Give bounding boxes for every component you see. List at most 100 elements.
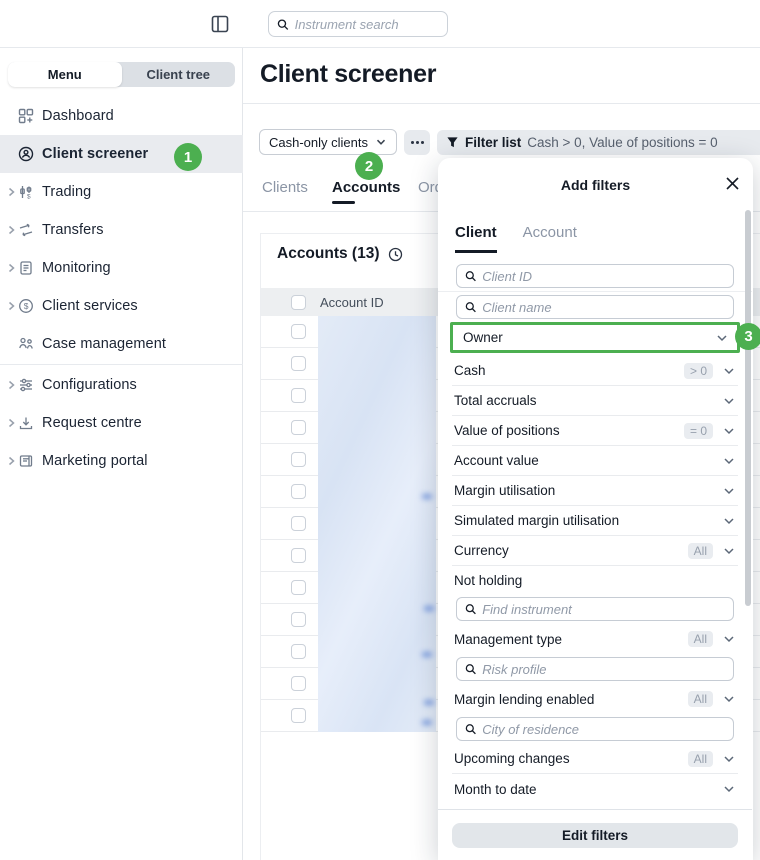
client-tree-tab[interactable]: Client tree — [146, 67, 211, 82]
close-button[interactable] — [725, 176, 740, 191]
client-services-icon: $ — [18, 298, 34, 314]
sidebar-item-label: Dashboard — [42, 108, 114, 124]
filter-value-badge: > 0 — [683, 362, 713, 379]
client-list-dropdown[interactable]: Cash-only clients — [259, 129, 397, 155]
sidebar-item-label: Marketing portal — [42, 453, 148, 469]
row-checkbox[interactable] — [291, 676, 306, 691]
client-name-filter[interactable] — [456, 295, 734, 319]
select-all-checkbox[interactable] — [291, 294, 306, 310]
row-checkbox[interactable] — [291, 580, 306, 595]
divider — [243, 103, 760, 104]
client-id-input[interactable] — [482, 268, 725, 284]
client-name-input[interactable] — [482, 299, 725, 315]
instrument-search-input[interactable] — [294, 16, 439, 32]
marketing-portal-icon — [18, 453, 34, 469]
find-instrument-input[interactable] — [482, 601, 725, 617]
filter-row-upcoming-changes[interactable]: Upcoming changes All — [452, 744, 738, 774]
sidebar-item-marketing-portal[interactable]: Marketing portal — [0, 442, 243, 480]
filter-row-account-value[interactable]: Account value — [452, 446, 738, 476]
menu-tab[interactable]: Menu — [8, 62, 122, 87]
search-icon — [465, 664, 476, 675]
filter-row-total-accruals[interactable]: Total accruals — [452, 386, 738, 416]
row-checkbox[interactable] — [291, 388, 306, 403]
divider — [438, 291, 752, 292]
sidebar-item-label: Configurations — [42, 377, 137, 393]
row-checkbox[interactable] — [291, 548, 306, 563]
chevron-down-icon — [722, 364, 736, 378]
search-icon — [465, 724, 476, 735]
filter-row-month-to-date[interactable]: Month to date — [452, 774, 738, 804]
filter-list-bar[interactable]: Filter list Cash > 0, Value of positions… — [437, 130, 760, 155]
sidebar-item-label: Transfers — [42, 222, 104, 238]
row-checkbox[interactable] — [291, 324, 306, 339]
svg-text:$: $ — [27, 194, 31, 201]
sidebar-item-transfers[interactable]: Transfers — [0, 211, 243, 249]
panel-tab-client[interactable]: Client — [455, 224, 497, 253]
sidebar-toggle-button[interactable] — [211, 15, 229, 33]
filter-row-value-of-positions[interactable]: Value of positions = 0 — [452, 416, 738, 446]
sidebar-item-label: Request centre — [42, 415, 142, 431]
row-checkbox[interactable] — [291, 356, 306, 371]
configurations-icon — [18, 377, 34, 393]
city-of-residence-filter[interactable] — [456, 717, 734, 741]
sidebar-item-dashboard[interactable]: Dashboard — [0, 97, 243, 135]
sidebar-item-request-centre[interactable]: Request centre — [0, 404, 243, 442]
row-checkbox[interactable] — [291, 708, 306, 723]
filter-row-simulated-margin-utilisation[interactable]: Simulated margin utilisation — [452, 506, 738, 536]
panel-body: Owner Cash > 0 Total accruals Value of p… — [438, 261, 752, 848]
filter-value-badge: All — [687, 631, 713, 647]
chevron-down-icon — [715, 331, 729, 345]
row-checkbox[interactable] — [291, 612, 306, 627]
row-checkbox[interactable] — [291, 484, 306, 499]
panel-tabs: Client Account — [455, 224, 577, 253]
filter-row-cash[interactable]: Cash > 0 — [452, 356, 738, 386]
tab-clients[interactable]: Clients — [262, 179, 308, 196]
chevron-down-icon — [722, 454, 736, 468]
sidebar-item-client-screener[interactable]: Client screener — [0, 135, 243, 173]
chevron-down-icon — [722, 484, 736, 498]
panel-scrollbar[interactable] — [745, 210, 751, 606]
row-checkbox[interactable] — [291, 452, 306, 467]
search-icon — [465, 302, 476, 313]
instrument-search[interactable] — [268, 11, 448, 37]
risk-profile-filter[interactable] — [456, 657, 734, 681]
row-checkbox[interactable] — [291, 644, 306, 659]
ellipsis-icon — [410, 141, 414, 144]
tab-accounts[interactable]: Accounts — [332, 179, 401, 196]
search-icon — [465, 271, 476, 282]
chevron-right-icon — [6, 456, 16, 466]
search-icon — [465, 604, 476, 615]
owner-filter-highlighted[interactable]: Owner — [450, 322, 740, 353]
sidebar-item-client-services[interactable]: $ Client services — [0, 287, 243, 325]
find-instrument-filter[interactable] — [456, 597, 734, 621]
sidebar-item-case-management[interactable]: Case management — [0, 325, 243, 363]
case-management-icon — [18, 336, 34, 352]
client-screener-icon — [18, 146, 34, 162]
clock-icon — [388, 247, 402, 261]
chevron-down-icon — [722, 514, 736, 528]
transfers-icon — [18, 222, 34, 238]
more-options-button[interactable] — [404, 130, 430, 155]
city-of-residence-input[interactable] — [482, 721, 725, 737]
filter-row-management-type[interactable]: Management type All — [452, 624, 738, 654]
sidebar-item-configurations[interactable]: Configurations — [0, 366, 243, 404]
sidebar-divider — [0, 364, 243, 365]
annotation-step-1: 1 — [174, 143, 202, 171]
risk-profile-input[interactable] — [482, 661, 725, 677]
panel-tab-account[interactable]: Account — [522, 224, 577, 241]
edit-filters-button[interactable]: Edit filters — [452, 823, 738, 848]
row-checkbox[interactable] — [291, 516, 306, 531]
sidebar-item-trading[interactable]: $ Trading — [0, 173, 243, 211]
filter-row-margin-utilisation[interactable]: Margin utilisation — [452, 476, 738, 506]
monitoring-icon — [18, 260, 34, 276]
top-bar — [0, 0, 760, 48]
chevron-down-icon — [722, 692, 736, 706]
client-id-filter[interactable] — [456, 264, 734, 288]
filter-row-margin-lending-enabled[interactable]: Margin lending enabled All — [452, 684, 738, 714]
row-checkbox[interactable] — [291, 420, 306, 435]
sidebar-item-monitoring[interactable]: Monitoring — [0, 249, 243, 287]
filter-row-currency[interactable]: Currency All — [452, 536, 738, 566]
column-header-account-id[interactable]: Account ID — [320, 294, 384, 310]
annotation-step-2: 2 — [355, 152, 383, 180]
